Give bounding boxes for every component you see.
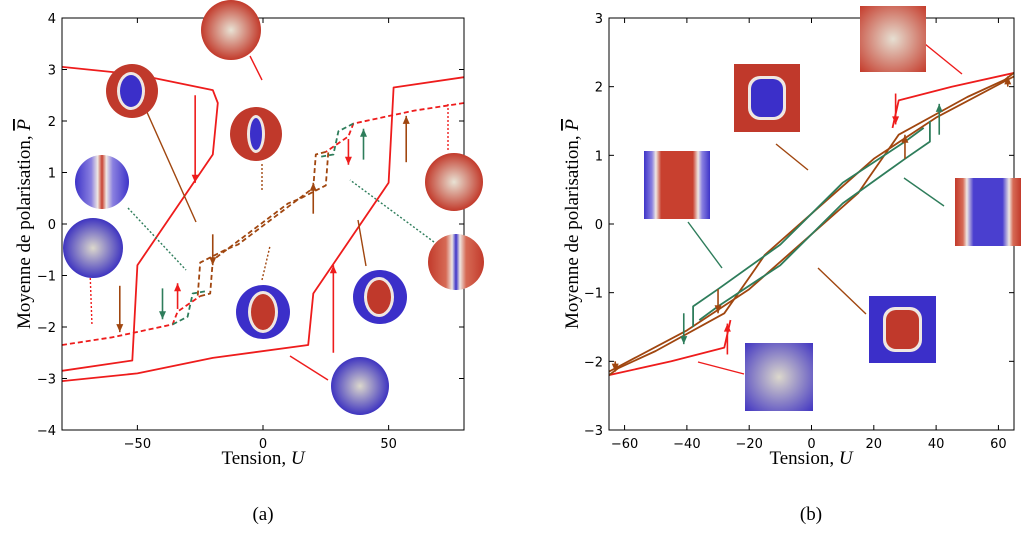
x-tick-label: 0 <box>259 437 267 452</box>
x-tick-label: 50 <box>380 437 397 452</box>
series-line-b-2 <box>609 72 1014 373</box>
direction-arrow-b-7 <box>1004 76 1012 87</box>
domain-map-b-red-core-square <box>869 296 936 363</box>
domain-map-a-red-core-disk-2 <box>236 285 290 339</box>
y-tick-label: −3 <box>584 424 603 439</box>
y-tick-label: 2 <box>595 81 603 96</box>
y-tick-label: 3 <box>595 12 603 27</box>
direction-arrow-b-5 <box>935 103 943 135</box>
x-tick-label: 40 <box>928 437 945 452</box>
y-tick-label: 3 <box>48 64 56 79</box>
direction-arrow-a-5 <box>309 182 317 214</box>
y-tick-label: −4 <box>37 424 56 439</box>
direction-arrow-a-3 <box>402 115 410 163</box>
domain-map-b-pale-blue-square <box>745 343 813 411</box>
domain-map-a-blue-stripe-disk <box>428 234 484 290</box>
direction-arrow-a-4 <box>209 234 217 266</box>
y-tick-label: 0 <box>595 218 603 233</box>
direction-arrow-b-4 <box>680 313 688 345</box>
direction-arrow-a-1 <box>329 265 337 353</box>
y-tick-label: 1 <box>48 167 56 182</box>
series-line-a-4 <box>199 151 330 297</box>
series-line-a-2 <box>62 295 201 346</box>
chart-a-arrows-group <box>116 95 410 353</box>
domain-map-a-pale-red-disk <box>201 0 261 60</box>
direction-arrow-a-7 <box>174 283 182 309</box>
y-tick-label: 2 <box>48 115 56 130</box>
chart-a-y-axis-label: Moyenne de polarisation, P <box>14 119 35 329</box>
domain-map-a-red-core-disk-1 <box>353 270 407 324</box>
direction-arrow-a-9 <box>360 128 367 160</box>
direction-arrow-a-2 <box>116 285 124 333</box>
chart-b-caption: (b) <box>800 504 822 525</box>
chart-a-caption: (a) <box>252 504 273 525</box>
direction-arrow-a-0 <box>191 95 199 183</box>
chart-b-y-axis-label: Moyenne de polarisation, P <box>562 119 583 329</box>
chart-a-leader-lines <box>89 55 449 381</box>
domain-map-b-blue-core-square <box>734 64 800 132</box>
x-tick-label: 0 <box>807 437 815 452</box>
series-line-a-3 <box>325 102 464 153</box>
domain-map-a-pale-blue-disk-bottom <box>331 357 389 415</box>
domain-map-b-blue-stripe-square <box>955 178 1021 246</box>
x-tick-label: −20 <box>735 437 762 452</box>
x-tick-label: −60 <box>611 437 638 452</box>
direction-arrow-a-8 <box>159 288 166 320</box>
series-line-b-4 <box>698 121 931 321</box>
y-tick-label: −2 <box>584 355 603 370</box>
direction-arrow-a-6 <box>344 139 352 165</box>
y-tick-label: −1 <box>37 270 56 285</box>
domain-map-a-blue-core-disk-2 <box>230 107 282 161</box>
y-tick-label: 4 <box>48 12 56 27</box>
chart-b-ticks-group: −60 −40 −20 0 20 40 60 −3 −2 −1 0 1 2 3 <box>584 12 1014 452</box>
series-line-b-0 <box>609 319 732 376</box>
y-tick-label: 1 <box>595 149 603 164</box>
direction-arrow-b-2 <box>714 289 722 314</box>
series-line-b-1 <box>891 72 1014 129</box>
series-line-a-5 <box>196 151 327 297</box>
x-tick-label: 20 <box>866 437 883 452</box>
domain-map-a-blue-core-disk-1 <box>106 64 158 118</box>
chart-panel-a: −50 0 50 −4 −3 −2 −1 0 1 2 3 4 Tension, U Moyenne d… <box>14 0 484 525</box>
chart-b-series-group <box>609 72 1014 376</box>
direction-arrow-b-1 <box>723 323 731 355</box>
y-tick-label: −3 <box>37 373 56 388</box>
series-line-b-3 <box>609 75 1014 376</box>
domain-map-a-pale-blue-disk <box>63 218 123 278</box>
chart-a-x-axis-label: Tension, U <box>221 448 305 469</box>
chart-b-x-axis-label: Tension, U <box>769 448 853 469</box>
domain-map-a-pale-red-disk-right <box>425 153 483 211</box>
chart-a-ticks-group: −50 0 50 −4 −3 −2 −1 0 1 2 3 4 <box>37 12 464 452</box>
domain-map-b-pale-red-square <box>860 6 926 72</box>
domain-map-a-red-stripe-disk <box>75 155 129 209</box>
series-line-a-6 <box>172 290 208 326</box>
chart-b-leader-lines <box>687 43 963 375</box>
x-tick-label: −50 <box>124 437 151 452</box>
series-line-a-7 <box>318 122 354 158</box>
series-line-a-0 <box>62 76 464 382</box>
chart-panel-b: −60 −40 −20 0 20 40 60 −3 −2 −1 0 1 2 3 Tension, U Mo… <box>562 6 1021 525</box>
chart-b-arrows-group <box>611 76 1012 372</box>
domain-map-b-red-stripe-square <box>644 151 710 219</box>
x-tick-label: 60 <box>990 437 1007 452</box>
y-tick-label: −1 <box>584 287 603 302</box>
y-tick-label: 0 <box>48 218 56 233</box>
y-tick-label: −2 <box>37 321 56 336</box>
x-tick-label: −40 <box>673 437 700 452</box>
direction-arrow-b-0 <box>892 93 900 125</box>
direction-arrow-b-6 <box>611 361 619 372</box>
direction-arrow-b-3 <box>901 134 909 159</box>
